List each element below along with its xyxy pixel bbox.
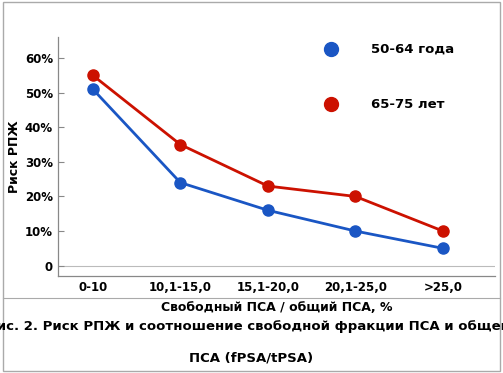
Text: Рис. 2. Риск РПЖ и соотношение свободной фракции ПСА и общего: Рис. 2. Риск РПЖ и соотношение свободной…	[0, 320, 503, 333]
Text: 50-64 года: 50-64 года	[371, 43, 454, 56]
Text: ПСА (fPSA/tPSA): ПСА (fPSA/tPSA)	[190, 352, 313, 364]
Text: 65-75 лет: 65-75 лет	[371, 98, 444, 111]
Y-axis label: Риск РПЖ: Риск РПЖ	[8, 120, 21, 193]
X-axis label: Свободный ПСА / общий ПСА, %: Свободный ПСА / общий ПСА, %	[161, 301, 392, 314]
